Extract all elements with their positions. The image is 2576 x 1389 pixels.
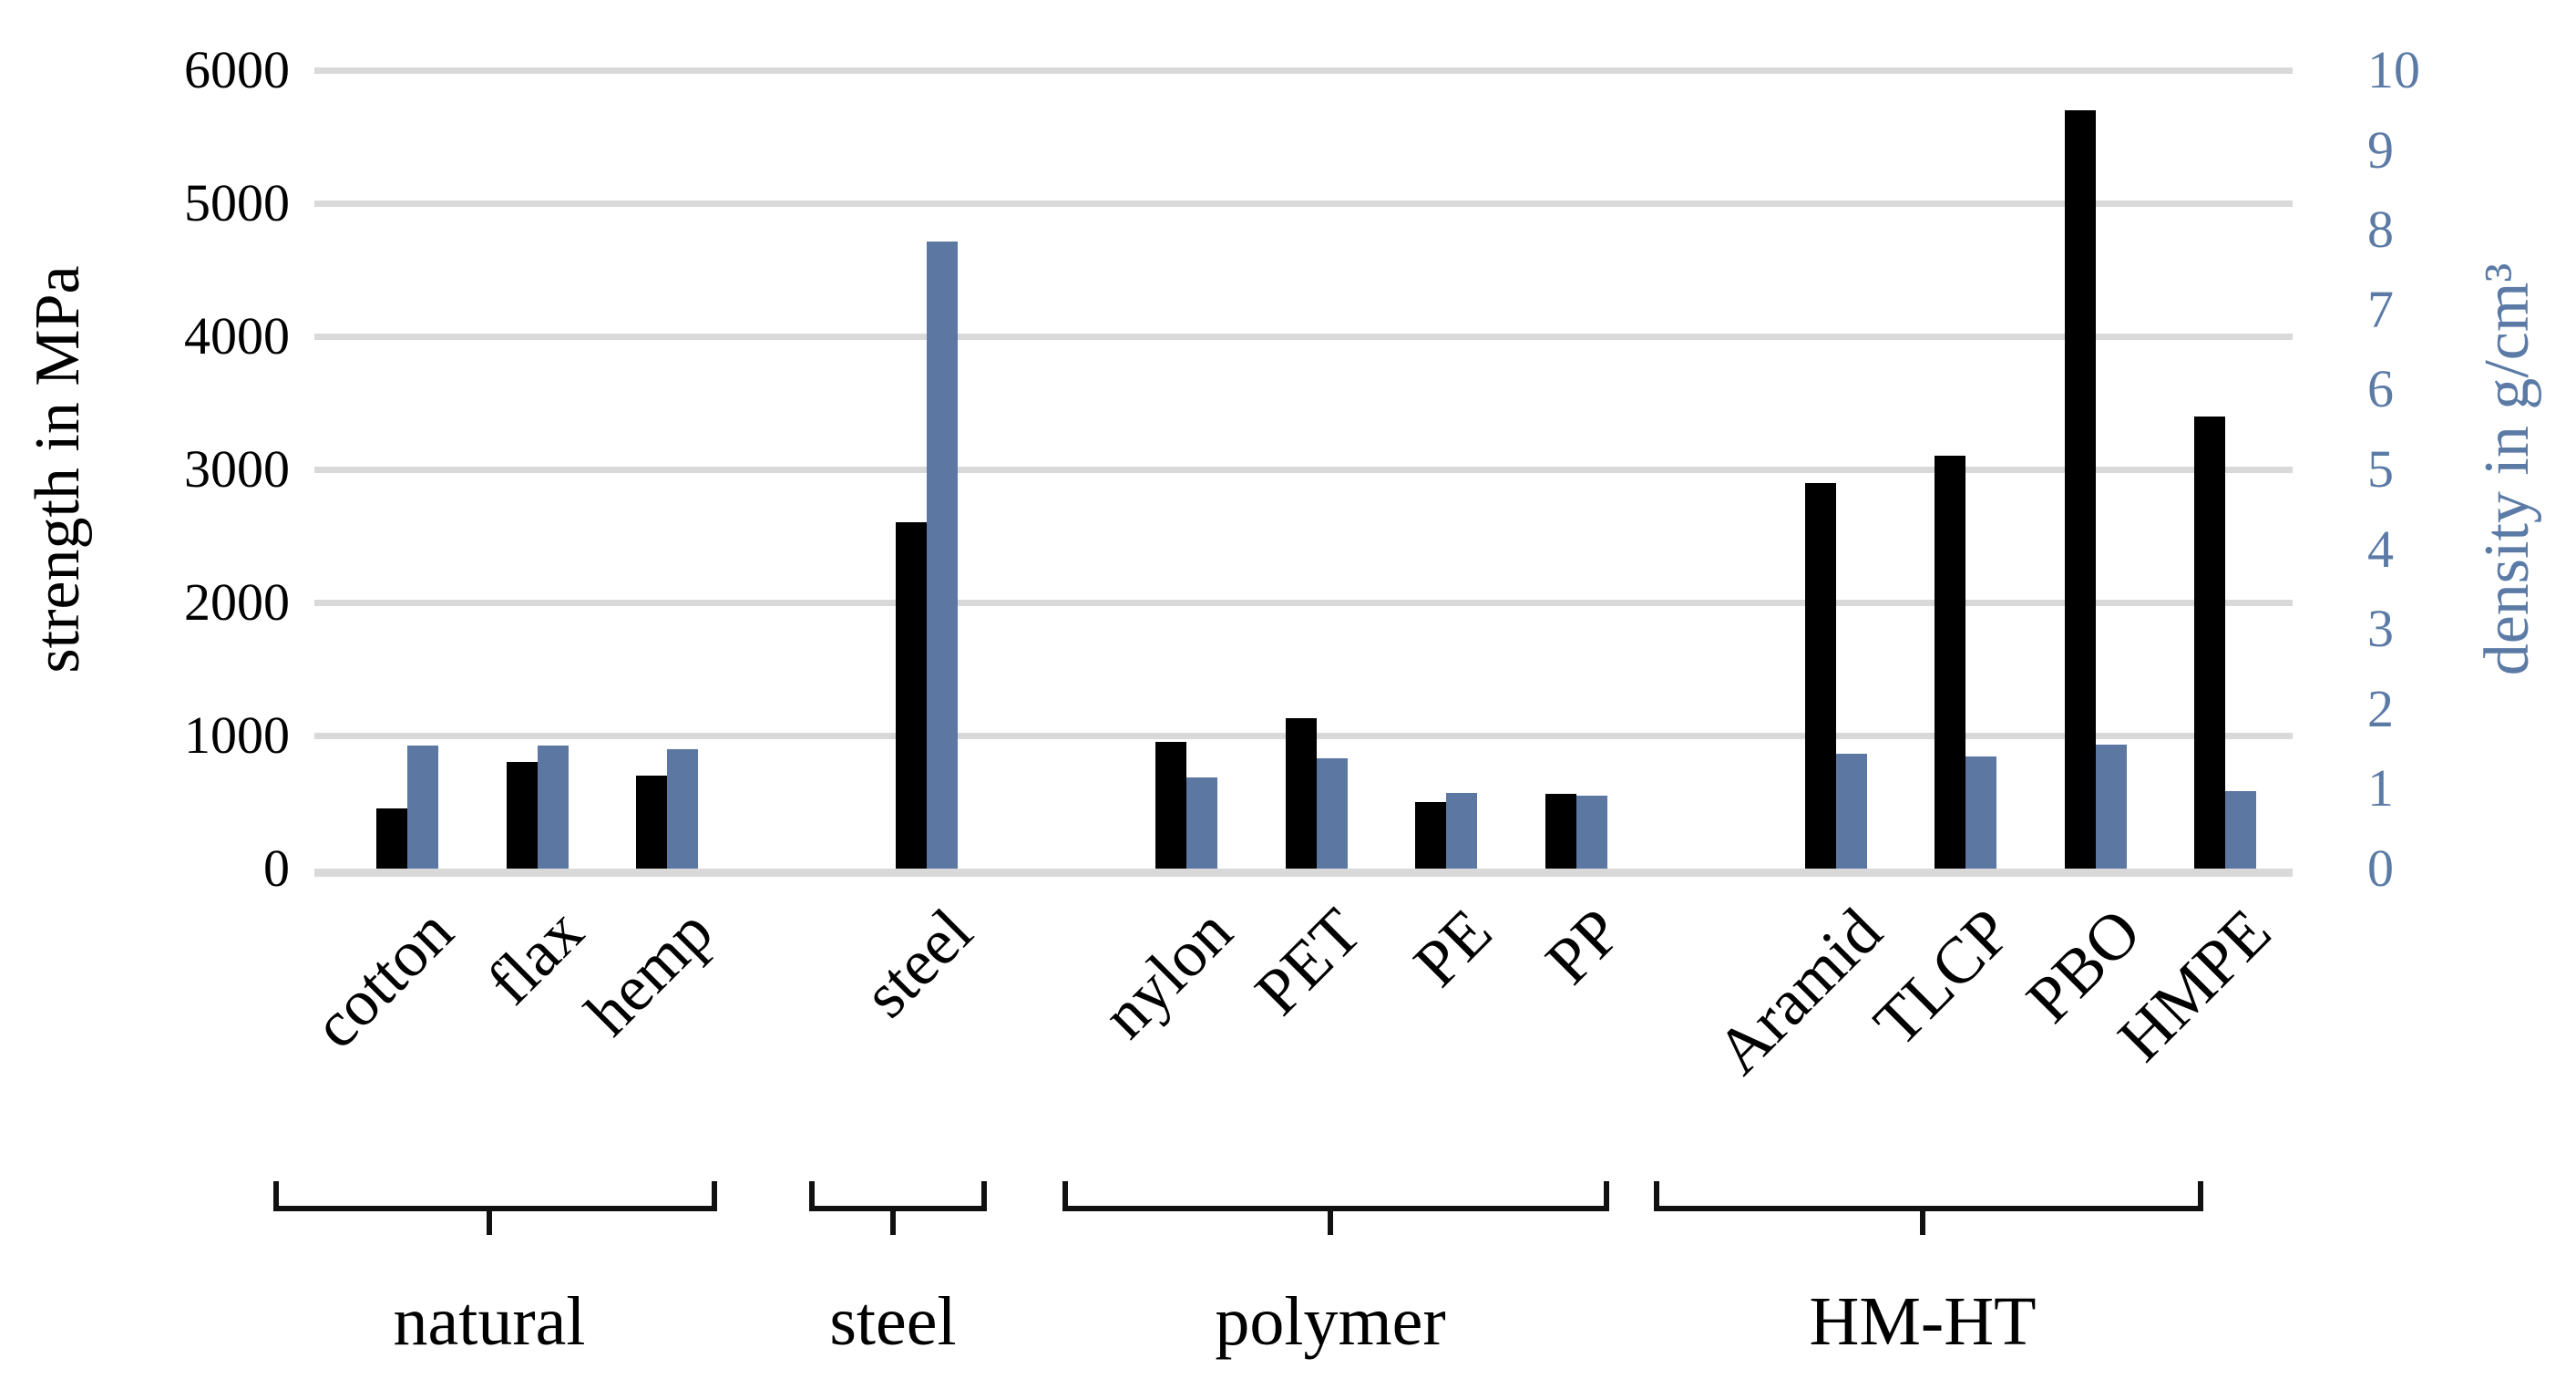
- strength-bar-nylon: [1155, 742, 1186, 869]
- right-axis-tick-8: 8: [2367, 200, 2394, 260]
- density-bar-hemp: [667, 748, 698, 869]
- left-axis-title: strength in MPa: [23, 265, 93, 674]
- right-axis-tick-5: 5: [2367, 439, 2394, 499]
- gridline: [314, 334, 2293, 340]
- density-bar-flax: [537, 746, 569, 869]
- strength-bar-HMPE: [2194, 416, 2225, 869]
- strength-bar-Aramid: [1804, 482, 1836, 869]
- right-axis-tick-3: 3: [2367, 599, 2394, 659]
- group-brace-center-tick-steel: [890, 1206, 896, 1235]
- strength-bar-PP: [1545, 794, 1576, 869]
- group-brace-center-tick-polymer: [1328, 1206, 1333, 1235]
- category-label-PE: PE: [1400, 894, 1506, 1001]
- right-axis-tick-4: 4: [2367, 519, 2394, 579]
- category-label-steel: steel: [849, 894, 987, 1032]
- density-bar-HMPE: [2225, 791, 2256, 869]
- left-axis-tick-6000: 6000: [184, 40, 290, 99]
- gridline: [314, 201, 2293, 207]
- group-brace-center-tick-natural: [487, 1206, 492, 1235]
- left-axis-tick-5000: 5000: [184, 173, 290, 232]
- density-bar-PP: [1575, 796, 1607, 869]
- gridline: [314, 600, 2293, 606]
- left-axis-tick-0: 0: [263, 839, 290, 898]
- strength-bar-TLCP: [1935, 456, 1965, 869]
- category-label-nylon: nylon: [1088, 894, 1247, 1053]
- category-label-TLCP: TLCP: [1860, 894, 2026, 1060]
- group-brace-center-tick-HM-HT: [1920, 1206, 1925, 1235]
- right-axis-tick-1: 1: [2367, 758, 2394, 818]
- density-bar-TLCP: [1965, 756, 1996, 869]
- right-axis-tick-7: 7: [2367, 279, 2394, 339]
- category-label-cotton: cotton: [299, 894, 467, 1063]
- strength-bar-steel: [896, 522, 927, 869]
- density-bar-PE: [1446, 792, 1477, 869]
- left-axis-tick-3000: 3000: [184, 439, 290, 499]
- strength-bar-PBO: [2064, 109, 2096, 869]
- category-label-hemp: hemp: [571, 894, 727, 1050]
- gridline: [314, 467, 2293, 473]
- right-axis-tick-2: 2: [2367, 678, 2394, 738]
- left-axis-tick-2000: 2000: [184, 572, 290, 632]
- group-label-steel: steel: [829, 1283, 957, 1360]
- right-axis-tick-9: 9: [2367, 119, 2394, 180]
- density-bar-nylon: [1186, 777, 1217, 869]
- right-axis-tick-10: 10: [2367, 40, 2420, 99]
- density-bar-Aramid: [1835, 753, 1867, 869]
- group-label-HM-HT: HM-HT: [1809, 1283, 2037, 1360]
- density-bar-PBO: [2095, 745, 2127, 869]
- group-brace-natural: [273, 1181, 717, 1211]
- strength-bar-flax: [506, 762, 538, 869]
- strength-bar-cotton: [376, 808, 407, 869]
- group-brace-steel: [809, 1181, 987, 1211]
- density-bar-PET: [1316, 758, 1348, 869]
- right-axis-title: density in g/cm³: [2472, 262, 2542, 676]
- gridline: [314, 67, 2293, 74]
- x-axis-baseline: [314, 869, 2293, 877]
- category-label-Aramid: Aramid: [1701, 894, 1895, 1088]
- right-axis-tick-6: 6: [2367, 359, 2394, 419]
- left-axis-tick-1000: 1000: [184, 705, 290, 765]
- strength-bar-PET: [1285, 718, 1317, 869]
- group-brace-HM-HT: [1654, 1181, 2203, 1211]
- strength-bar-PE: [1415, 802, 1446, 869]
- left-axis-tick-4000: 4000: [184, 306, 290, 365]
- right-axis-tick-0: 0: [2367, 839, 2394, 898]
- category-label-HMPE: HMPE: [2104, 894, 2285, 1075]
- density-bar-steel: [927, 242, 958, 869]
- group-label-natural: natural: [393, 1283, 586, 1360]
- group-label-polymer: polymer: [1215, 1283, 1446, 1360]
- category-label-PET: PET: [1241, 894, 1376, 1029]
- density-bar-cotton: [407, 746, 438, 869]
- category-label-PP: PP: [1532, 894, 1636, 998]
- group-brace-polymer: [1062, 1181, 1609, 1211]
- strength-bar-hemp: [636, 775, 667, 869]
